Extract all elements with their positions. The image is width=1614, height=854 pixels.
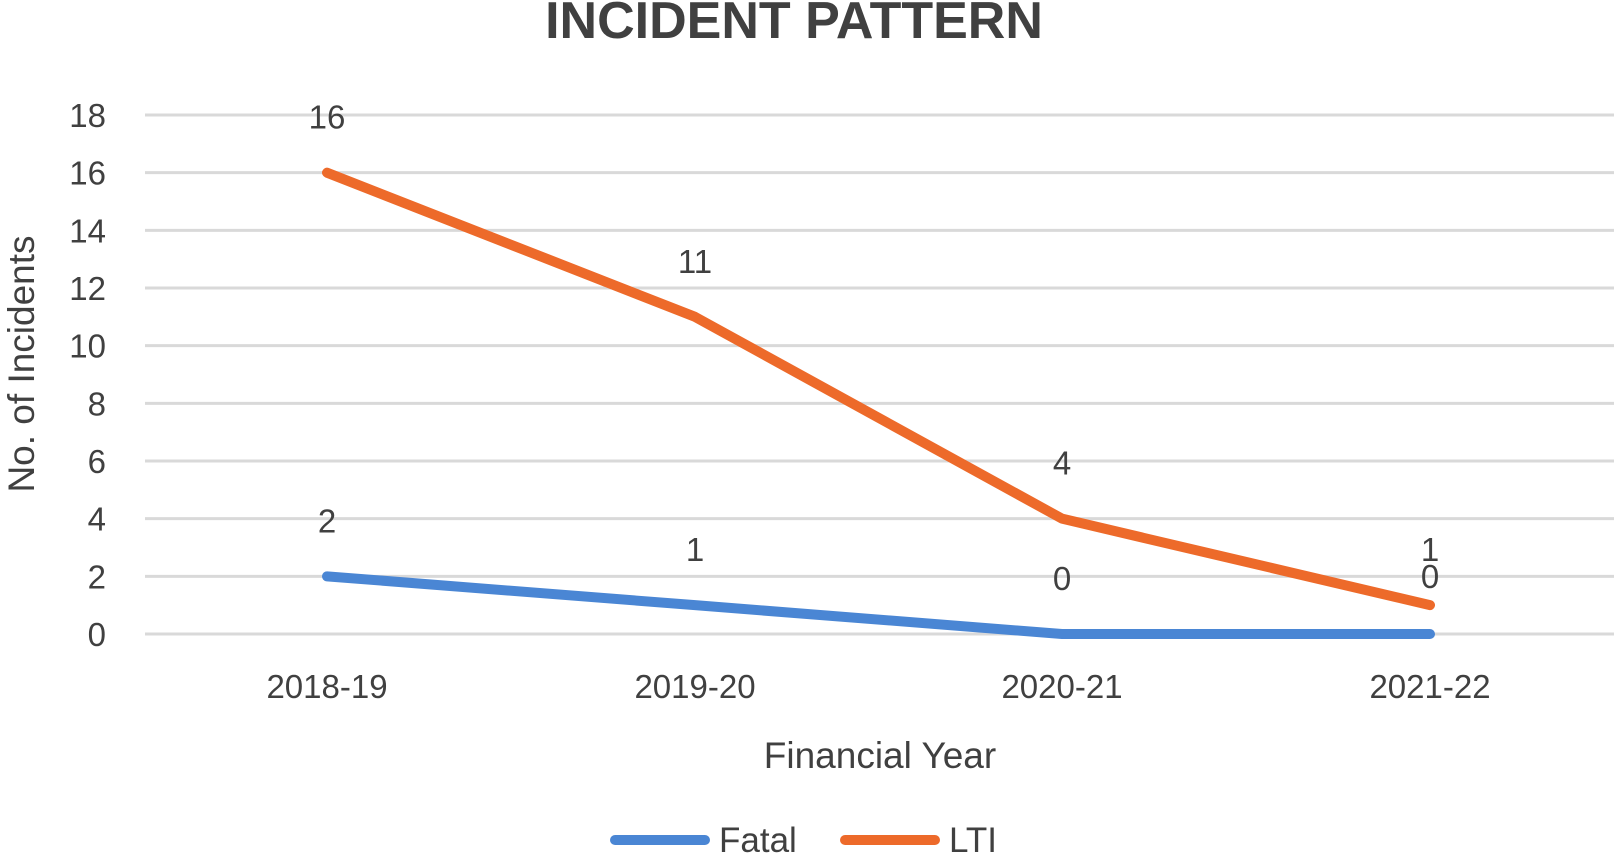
- y-tick-label: 14: [69, 212, 106, 249]
- data-label-lti: 11: [678, 243, 712, 280]
- legend: Fatal LTI: [610, 821, 997, 854]
- y-tick-label: 18: [69, 97, 106, 134]
- data-label-fatal: 0: [1421, 558, 1439, 595]
- data-label-lti: 16: [309, 99, 346, 136]
- data-label-fatal: 2: [318, 502, 336, 539]
- y-tick-label: 10: [69, 328, 106, 365]
- y-tick-label: 4: [88, 501, 106, 538]
- y-tick-label: 8: [88, 385, 106, 422]
- data-label-fatal: 0: [1053, 560, 1071, 597]
- data-label-fatal: 1: [686, 531, 704, 568]
- x-axis-ticks: 2018-19 2019-20 2020-21 2021-22: [266, 668, 1490, 705]
- y-axis-label: No. of Incidents: [1, 235, 42, 492]
- y-tick-label: 2: [88, 558, 106, 595]
- x-tick-label: 2021-22: [1369, 668, 1490, 705]
- series-lines: [322, 167, 1435, 639]
- data-label-lti: 1: [1421, 531, 1439, 568]
- x-tick-label: 2020-21: [1001, 668, 1122, 705]
- chart-title: INCIDENT PATTERN: [545, 0, 1043, 50]
- y-tick-label: 16: [69, 155, 106, 192]
- y-tick-label: 6: [88, 443, 106, 480]
- legend-label-lti: LTI: [949, 821, 997, 854]
- legend-label-fatal: Fatal: [719, 821, 797, 854]
- data-label-lti: 4: [1053, 445, 1071, 482]
- y-tick-label: 12: [69, 270, 106, 307]
- y-tick-label: 0: [88, 616, 106, 653]
- x-axis-label: Financial Year: [764, 735, 996, 776]
- series-line-lti: [322, 167, 1435, 611]
- y-axis-ticks: 0 2 4 6 8 10 12 14 16 18: [69, 97, 106, 653]
- x-tick-label: 2019-20: [634, 668, 755, 705]
- series-line-fatal: [322, 571, 1435, 639]
- x-tick-label: 2018-19: [266, 668, 387, 705]
